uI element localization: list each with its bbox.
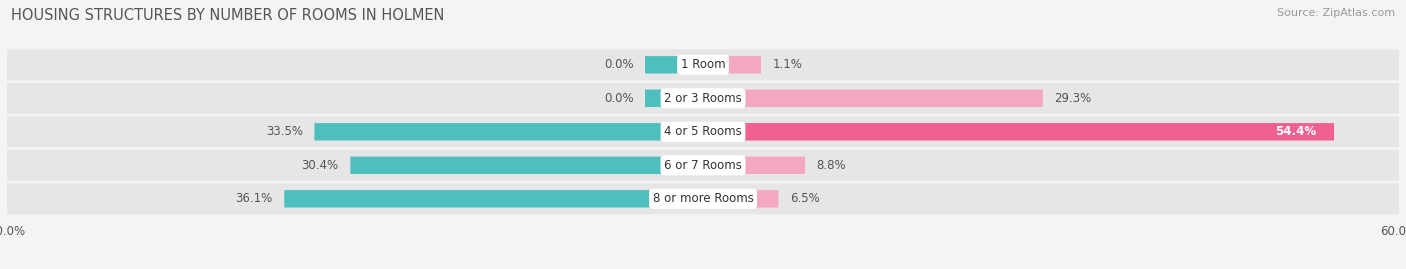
FancyBboxPatch shape <box>7 183 1399 214</box>
Text: Source: ZipAtlas.com: Source: ZipAtlas.com <box>1277 8 1395 18</box>
Text: 54.4%: 54.4% <box>1275 125 1316 138</box>
Text: 4 or 5 Rooms: 4 or 5 Rooms <box>664 125 742 138</box>
FancyBboxPatch shape <box>284 190 703 207</box>
Text: 0.0%: 0.0% <box>603 58 633 71</box>
FancyBboxPatch shape <box>645 56 703 73</box>
FancyBboxPatch shape <box>703 90 1043 107</box>
Text: 29.3%: 29.3% <box>1054 92 1091 105</box>
FancyBboxPatch shape <box>350 157 703 174</box>
FancyBboxPatch shape <box>703 56 761 73</box>
FancyBboxPatch shape <box>645 90 703 107</box>
FancyBboxPatch shape <box>703 190 779 207</box>
Text: 36.1%: 36.1% <box>235 192 273 205</box>
Text: 6 or 7 Rooms: 6 or 7 Rooms <box>664 159 742 172</box>
Text: 8 or more Rooms: 8 or more Rooms <box>652 192 754 205</box>
Text: 6.5%: 6.5% <box>790 192 820 205</box>
FancyBboxPatch shape <box>315 123 703 140</box>
FancyBboxPatch shape <box>7 49 1399 80</box>
FancyBboxPatch shape <box>703 157 806 174</box>
Text: 1.1%: 1.1% <box>773 58 803 71</box>
Text: 0.0%: 0.0% <box>603 92 633 105</box>
Text: HOUSING STRUCTURES BY NUMBER OF ROOMS IN HOLMEN: HOUSING STRUCTURES BY NUMBER OF ROOMS IN… <box>11 8 444 23</box>
Text: 2 or 3 Rooms: 2 or 3 Rooms <box>664 92 742 105</box>
FancyBboxPatch shape <box>7 150 1399 181</box>
Text: 33.5%: 33.5% <box>266 125 302 138</box>
FancyBboxPatch shape <box>7 116 1399 147</box>
FancyBboxPatch shape <box>7 83 1399 114</box>
FancyBboxPatch shape <box>703 123 1334 140</box>
Text: 8.8%: 8.8% <box>817 159 846 172</box>
Text: 30.4%: 30.4% <box>302 159 339 172</box>
Text: 1 Room: 1 Room <box>681 58 725 71</box>
